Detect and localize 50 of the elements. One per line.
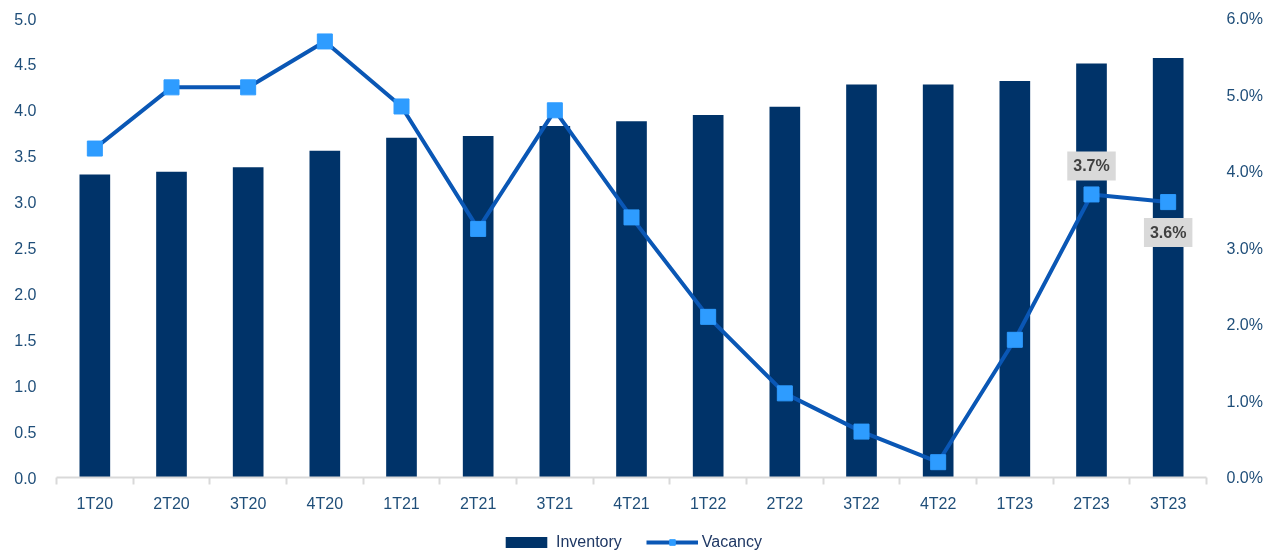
bar — [462, 136, 494, 478]
x-tick-label: 2T22 — [766, 494, 804, 512]
bar — [769, 106, 801, 478]
data-label: 3.7% — [1073, 157, 1110, 175]
x-tick-label: 3T21 — [536, 494, 574, 512]
x-tick-label: 2T20 — [153, 494, 190, 512]
y2-tick-label: 2.0% — [1226, 316, 1263, 333]
y-tick-label: 3.5 — [14, 148, 37, 166]
y2-tick-label: 5.0% — [1226, 86, 1263, 104]
x-tick-label: 3T20 — [229, 494, 267, 512]
x-tick-label: 1T21 — [383, 494, 420, 512]
bar — [386, 137, 417, 478]
y-tick-label: 1.0 — [14, 377, 37, 395]
x-tick-label: 3T22 — [843, 494, 880, 512]
bar — [156, 171, 187, 478]
y-tick-label: 1.5 — [14, 331, 37, 349]
x-tick-label: 4T20 — [306, 494, 344, 512]
bar — [616, 121, 647, 478]
x-tick-label: 2T21 — [459, 494, 497, 512]
legend-label: Vacancy — [701, 533, 762, 551]
bar — [309, 150, 341, 478]
legend-label: Inventory — [556, 533, 622, 551]
y2-tick-label: 3.0% — [1226, 239, 1263, 257]
y2-tick-label: 1.0% — [1226, 392, 1263, 410]
x-tick-label: 1T22 — [689, 494, 727, 512]
y-tick-label: 0.5 — [14, 423, 37, 441]
y2-tick-label: 4.0% — [1226, 163, 1263, 180]
y2-tick-label: 6.0% — [1226, 10, 1263, 27]
bar — [79, 174, 111, 478]
x-tick-label: 1T23 — [996, 494, 1034, 512]
bar — [232, 167, 264, 478]
x-tick-label: 4T21 — [613, 494, 650, 512]
bar — [539, 125, 571, 478]
y-tick-label: 4.5 — [14, 56, 37, 74]
x-tick-label: 4T22 — [919, 494, 957, 512]
y-tick-label: 5.0 — [14, 10, 37, 28]
y-tick-label: 4.0 — [14, 102, 37, 120]
y2-tick-label: 0.0% — [1226, 469, 1263, 486]
x-tick-label: 1T20 — [76, 494, 114, 512]
y-tick-label: 3.0 — [14, 194, 37, 212]
bar — [692, 114, 724, 478]
bar — [846, 84, 877, 478]
x-tick-label: 2T23 — [1073, 494, 1110, 512]
bar — [922, 84, 954, 478]
y-tick-label: 2.0 — [14, 285, 37, 303]
x-tick-label: 3T23 — [1149, 494, 1187, 512]
bar — [999, 80, 1031, 478]
data-label: 3.6% — [1149, 224, 1187, 242]
y-tick-label: 2.5 — [14, 240, 37, 257]
y-tick-label: 0.0 — [14, 469, 37, 487]
